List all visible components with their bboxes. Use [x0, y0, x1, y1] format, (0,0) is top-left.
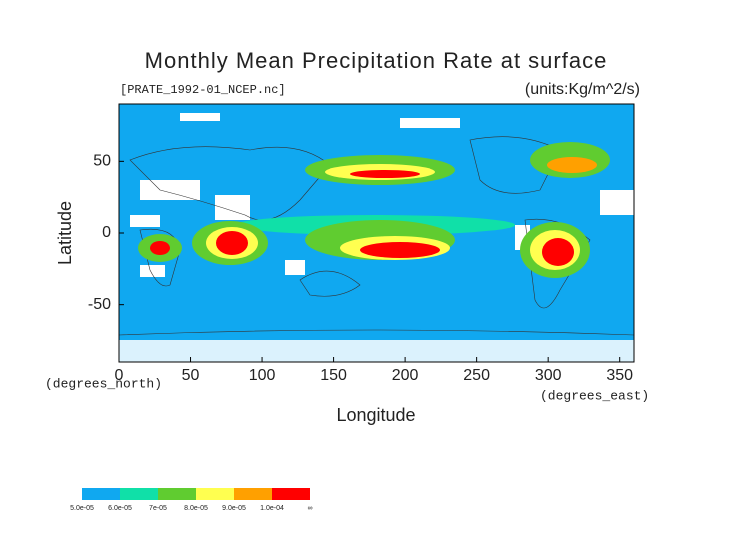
x-tick-label: 350 [606, 367, 633, 384]
colorbar-swatch [82, 488, 120, 500]
colorbar-swatch [120, 488, 158, 500]
colorbar-label: 5.0e-05 [70, 505, 94, 512]
map-field [118, 103, 635, 363]
y-tick-label: -50 [88, 296, 111, 313]
units: (units:Kg/m^2/s) [525, 81, 640, 98]
y-axis-label: Latitude [55, 201, 75, 265]
y-tick-label: 50 [93, 153, 111, 170]
colorbar-label: 7e-05 [149, 505, 167, 512]
colorbar-swatch [158, 488, 196, 500]
x-axis-label: Longitude [336, 405, 415, 425]
y-axis-unit: (degrees_north) [45, 376, 162, 391]
x-tick-label: 250 [463, 367, 490, 384]
colorbar-swatch [196, 488, 234, 500]
x-axis-unit: (degrees_east) [540, 388, 649, 403]
title: Monthly Mean Precipitation Rate at surfa… [145, 48, 608, 73]
colorbar-swatch [234, 488, 272, 500]
colorbar-swatch [272, 488, 310, 500]
source: [PRATE_1992-01_NCEP.nc] [120, 83, 286, 97]
x-tick-label: 150 [320, 367, 347, 384]
x-tick-label: 300 [535, 367, 562, 384]
colorbar-label: ∞ [308, 505, 313, 512]
colorbar-label: 9.0e-05 [222, 505, 246, 512]
x-tick-label: 100 [249, 367, 276, 384]
colorbar-label: 6.0e-05 [108, 505, 132, 512]
colorbar-label: 8.0e-05 [184, 505, 208, 512]
x-tick-label: 200 [392, 367, 419, 384]
x-tick-label: 50 [182, 367, 200, 384]
colorbar-label: 1.0e-04 [260, 505, 284, 512]
y-tick-label: 0 [102, 224, 111, 241]
x-tick-label: 0 [115, 367, 124, 384]
